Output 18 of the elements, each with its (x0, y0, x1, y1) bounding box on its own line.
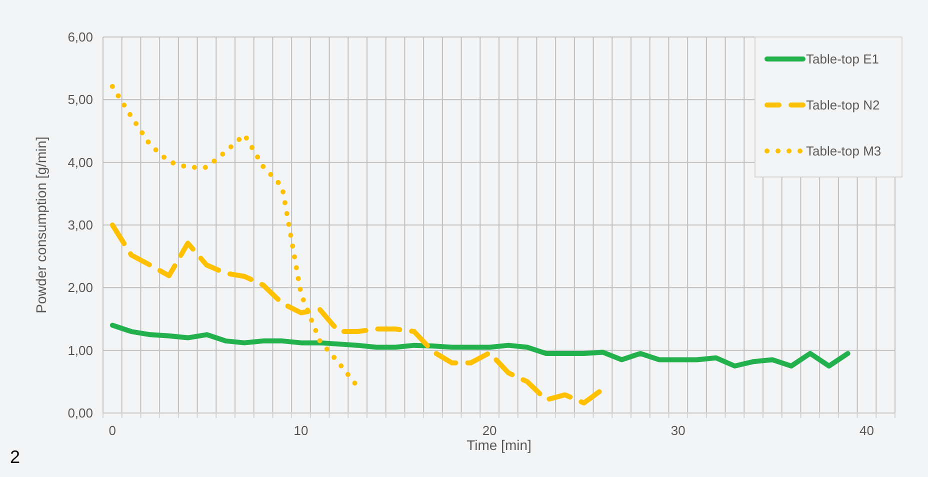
y-tick-label: 0,00 (68, 406, 93, 421)
x-tick-label: 10 (294, 423, 308, 438)
y-tick-label: 6,00 (68, 30, 93, 45)
x-tick-label: 30 (670, 423, 686, 438)
legend-label: Table-top M3 (806, 144, 882, 159)
y-tick-label: 1,00 (68, 342, 93, 358)
x-axis-title: Time [min] (466, 437, 532, 453)
y-tick-label: 2,00 (68, 280, 93, 296)
x-tick-label: 20 (482, 423, 497, 438)
y-tick-label: 4,00 (68, 154, 93, 170)
y-tick-label: 5,00 (68, 92, 93, 108)
text: 2 (10, 447, 20, 467)
y-tick-label: 3,00 (68, 218, 93, 233)
x-tick-label: 0 (108, 423, 116, 438)
y-axis-title: Powder consumption [g/min] (33, 136, 49, 314)
legend-label: Table-top E1 (806, 52, 879, 67)
legend-label: Table-top N2 (806, 98, 880, 113)
x-tick-label: 40 (859, 423, 874, 438)
